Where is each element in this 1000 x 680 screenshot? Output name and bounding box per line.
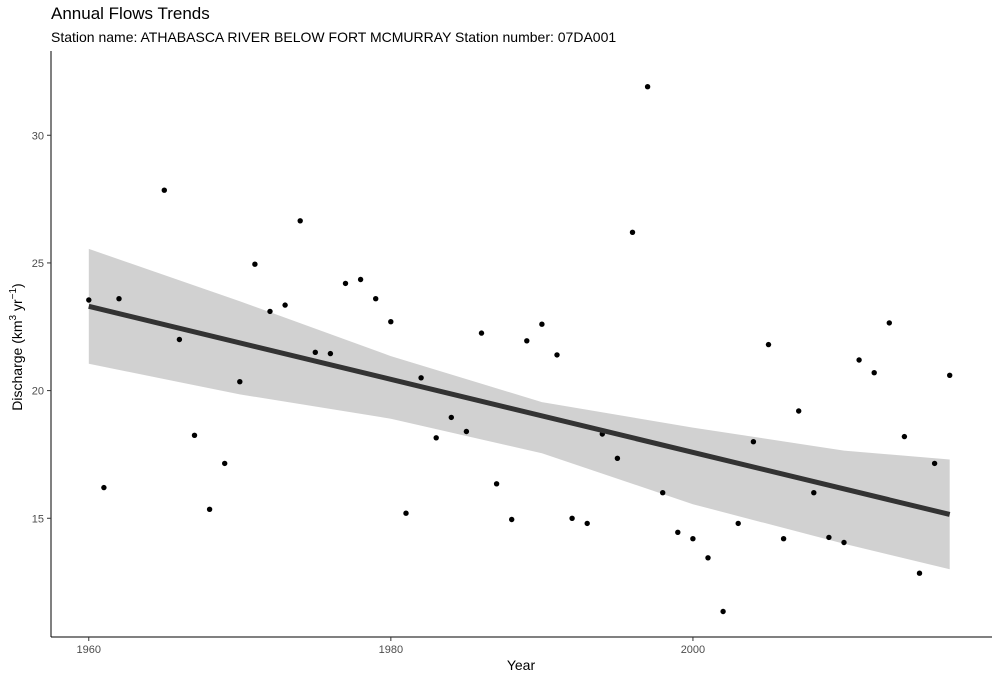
data-point-1995 [614, 455, 621, 461]
data-point-1997 [644, 84, 651, 90]
data-point-1971 [252, 261, 258, 267]
data-point-2014 [901, 433, 908, 440]
x-tick-label-1980: 1980 [379, 644, 403, 656]
data-point-2007 [796, 408, 802, 414]
data-point-1984 [448, 414, 454, 421]
data-point-1990 [539, 321, 545, 327]
data-point-1968 [206, 506, 213, 512]
y-axis-title-mid: yr [9, 299, 25, 315]
data-point-1999 [675, 529, 681, 535]
y-tick-label-20: 20 [32, 386, 44, 398]
data-point-1969 [222, 460, 228, 467]
y-axis-title-exp2: −1 [8, 288, 19, 300]
x-axis-title: Year [507, 657, 536, 673]
y-axis-title-end: ) [9, 283, 25, 288]
data-point-2016 [931, 460, 938, 467]
data-point-2015 [916, 570, 923, 576]
y-tick-label-30: 30 [32, 130, 44, 142]
data-point-1961 [101, 484, 107, 491]
data-point-1979 [373, 296, 379, 302]
data-point-1981 [403, 510, 409, 516]
y-tick-label-15: 15 [32, 513, 44, 525]
data-point-1972 [267, 308, 273, 315]
data-point-1960 [86, 297, 92, 303]
data-point-2006 [780, 536, 787, 542]
data-point-1993 [584, 520, 590, 527]
trend-line-layer [88, 303, 951, 517]
data-point-1985 [463, 428, 470, 435]
data-point-1976 [327, 350, 334, 357]
data-point-1967 [191, 432, 198, 438]
y-axis-title: Discharge (km3 yr−1) [8, 283, 25, 410]
data-point-1970 [237, 379, 243, 385]
data-point-2003 [735, 520, 741, 527]
data-point-2008 [811, 490, 817, 496]
data-point-2001 [705, 555, 711, 561]
data-point-2004 [750, 439, 757, 445]
data-point-2012 [871, 370, 877, 376]
data-point-1977 [342, 280, 349, 287]
y-tick-label-25: 25 [32, 258, 44, 270]
data-point-2000 [690, 536, 696, 542]
data-point-2010 [841, 539, 847, 546]
data-point-1987 [493, 481, 500, 487]
data-point-1962 [116, 296, 122, 302]
x-tick-label-1960: 1960 [77, 644, 101, 656]
data-point-1989 [524, 338, 530, 344]
data-point-1978 [357, 276, 364, 283]
data-point-2002 [720, 608, 726, 615]
x-tick-label-2000: 2000 [681, 644, 705, 656]
data-point-1980 [388, 319, 394, 325]
data-point-1998 [660, 490, 666, 496]
data-point-1991 [554, 352, 560, 358]
data-point-2017 [947, 372, 953, 378]
data-point-1973 [282, 302, 288, 308]
data-point-1974 [297, 218, 303, 224]
y-axis-title-exp1: 3 [8, 314, 19, 320]
data-point-1982 [418, 375, 424, 381]
data-point-1983 [433, 435, 439, 441]
ticks-layer: 1960 1980 2000 15 20 25 30 [32, 130, 705, 656]
data-point-2005 [765, 341, 772, 348]
data-points-layer [86, 84, 953, 615]
data-point-2009 [826, 534, 832, 541]
chart-subtitle: Station name: ATHABASCA RIVER BELOW FORT… [51, 29, 617, 45]
trend-line [88, 303, 951, 517]
axes [50, 51, 992, 638]
data-point-2011 [856, 357, 862, 363]
data-point-2013 [886, 320, 892, 326]
data-point-1988 [509, 516, 515, 523]
data-point-1966 [176, 336, 183, 343]
data-point-1992 [569, 515, 575, 521]
data-point-1986 [478, 330, 485, 336]
y-axis-title-base: Discharge (km [9, 320, 25, 410]
data-point-1975 [312, 349, 318, 355]
data-point-1996 [629, 229, 636, 235]
data-point-1965 [161, 187, 167, 193]
chart-title: Annual Flows Trends [51, 4, 210, 23]
